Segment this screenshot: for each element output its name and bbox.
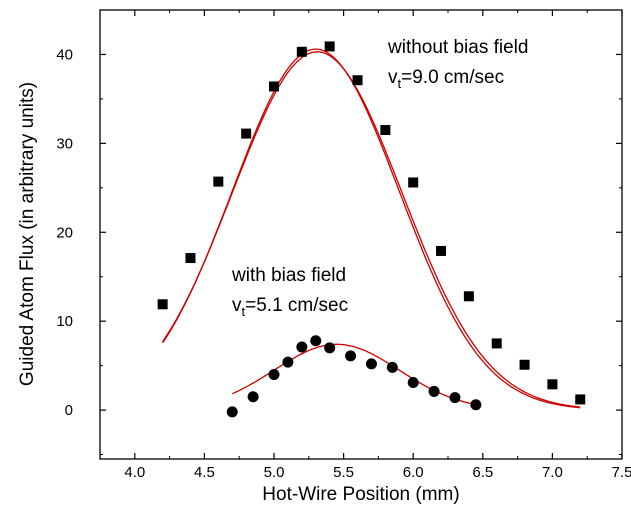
circle-marker bbox=[449, 392, 461, 404]
circle-marker bbox=[226, 406, 238, 418]
square-marker bbox=[352, 75, 363, 86]
axis-ticks: 4.0 4.5 5.0 5.5 6.0 6.5 7.0 7.5 0 10 20 30 40 bbox=[56, 10, 631, 481]
y-tick-label: 20 bbox=[56, 224, 73, 241]
square-marker bbox=[269, 81, 279, 92]
square-marker bbox=[296, 46, 307, 57]
circle-marker bbox=[282, 356, 294, 368]
y-tick-label: 30 bbox=[56, 135, 73, 152]
square-marker bbox=[380, 125, 391, 136]
x-tick-label: 6.0 bbox=[403, 464, 424, 481]
annotation-without-bias-value: =9.0 cm/sec bbox=[401, 67, 504, 88]
annotation-without-bias-v: v bbox=[388, 67, 398, 88]
y-tick-label: 40 bbox=[56, 46, 73, 63]
circle-marker bbox=[470, 399, 482, 411]
y-axis-title: Guided Atom Flux (in arbitrary units) bbox=[17, 82, 38, 386]
x-tick-label: 5.5 bbox=[333, 464, 354, 481]
annotation-without-bias-line1: without bias field bbox=[387, 37, 528, 58]
square-marker bbox=[241, 128, 252, 139]
annotation-with-bias-v: v bbox=[232, 295, 242, 316]
y-tick-label: 10 bbox=[56, 313, 73, 330]
circle-marker bbox=[268, 369, 280, 381]
circle-marker bbox=[324, 342, 336, 354]
fit-curves bbox=[162, 48, 581, 409]
circle-marker bbox=[296, 341, 308, 353]
annotation-without-bias-sub: t bbox=[398, 76, 402, 91]
y-tick-label: 0 bbox=[65, 402, 73, 419]
square-marker bbox=[463, 291, 474, 302]
square-marker bbox=[491, 338, 502, 349]
fit-curve bbox=[162, 51, 581, 408]
square-marker bbox=[408, 177, 419, 188]
annotation-with-bias-sub: t bbox=[242, 304, 246, 319]
annotation-with-bias-line2: vt=5.1 cm/sec bbox=[232, 295, 348, 319]
square-marker bbox=[185, 253, 196, 264]
square-marker bbox=[575, 394, 586, 405]
circle-marker bbox=[310, 335, 322, 347]
x-tick-label: 4.5 bbox=[194, 464, 215, 481]
circle-marker bbox=[345, 350, 357, 362]
square-marker bbox=[213, 176, 224, 187]
circle-marker bbox=[407, 377, 419, 389]
x-axis-title: Hot-Wire Position (mm) bbox=[262, 484, 459, 505]
square-marker bbox=[157, 299, 168, 310]
circle-marker bbox=[386, 361, 398, 373]
square-marker bbox=[519, 359, 530, 370]
square-marker bbox=[436, 245, 447, 256]
data-markers bbox=[157, 41, 586, 418]
x-tick-label: 4.0 bbox=[124, 464, 145, 481]
x-tick-label: 6.5 bbox=[472, 464, 493, 481]
circle-marker bbox=[365, 358, 377, 370]
x-tick-label: 7.0 bbox=[542, 464, 563, 481]
x-tick-label: 5.0 bbox=[264, 464, 285, 481]
plot-frame bbox=[99, 9, 623, 460]
square-marker bbox=[324, 41, 335, 52]
circle-marker bbox=[247, 391, 259, 403]
x-tick-label: 7.5 bbox=[612, 464, 631, 481]
square-marker bbox=[547, 379, 558, 390]
annotation-without-bias-line2: vt=9.0 cm/sec bbox=[388, 67, 504, 91]
annotation-with-bias-value: =5.1 cm/sec bbox=[245, 295, 348, 316]
annotation-with-bias-line1: with bias field bbox=[231, 265, 346, 286]
circle-marker bbox=[428, 385, 440, 397]
